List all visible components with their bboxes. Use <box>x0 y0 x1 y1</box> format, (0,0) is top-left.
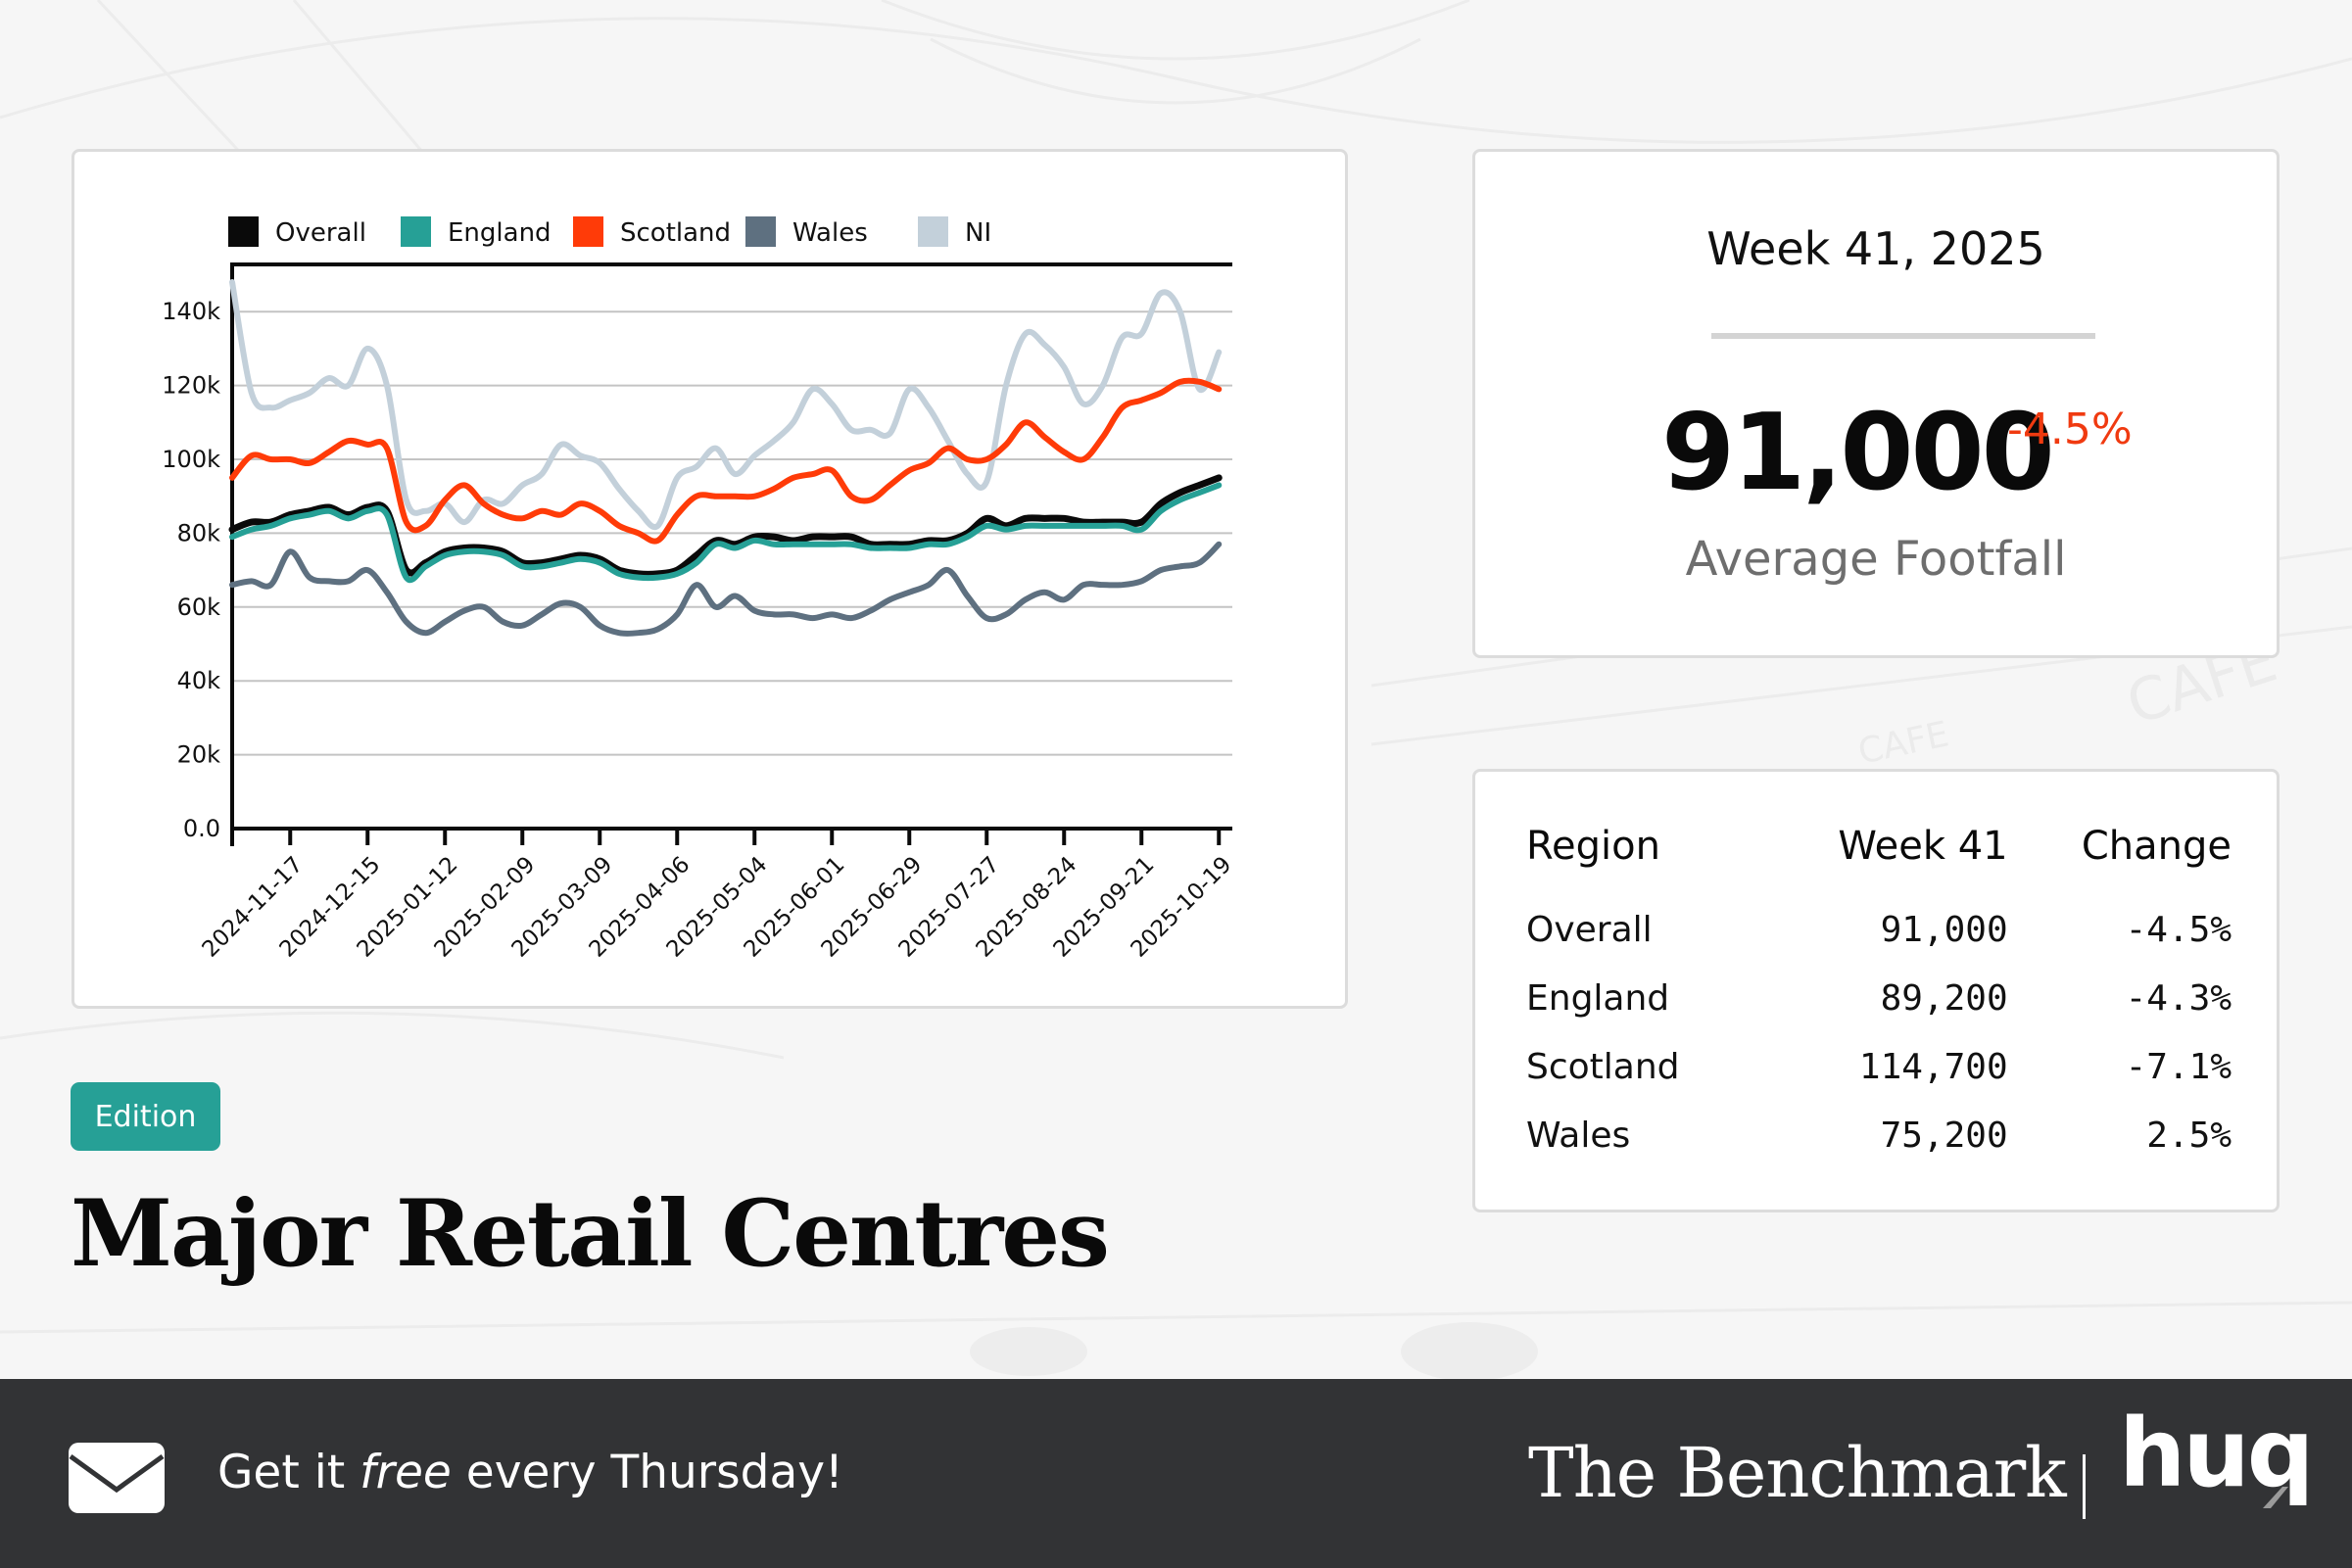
divider <box>1711 333 2095 339</box>
legend-swatch <box>745 216 776 247</box>
cta-prefix: Get it <box>217 1446 360 1499</box>
region-value: 114,700 <box>1858 1046 2008 1087</box>
week-label: Week 41, 2025 <box>1706 222 2045 275</box>
region-change: -4.5% <box>2125 909 2232 950</box>
average-footfall-value: 91,000 <box>1661 392 2055 514</box>
y-tick-label: 0.0 <box>183 815 220 842</box>
legend-item-scotland[interactable]: Scotland <box>573 216 731 248</box>
legend-swatch <box>918 216 948 247</box>
series-line-scotland <box>229 377 1223 545</box>
y-tick-label: 120k <box>162 372 220 400</box>
region-table-card: Region Week 41 Change Overall 91,000 -4.… <box>1472 769 2280 1212</box>
cta-suffix: every Thursday! <box>451 1446 843 1499</box>
legend-item-ni[interactable]: NI <box>918 216 991 248</box>
brand-separator <box>2083 1454 2086 1519</box>
region-name: Wales <box>1526 1115 1631 1156</box>
region-name: Scotland <box>1526 1046 1680 1087</box>
legend-label: Wales <box>792 218 868 248</box>
footer-bar: Get it free every Thursday! The Benchmar… <box>0 1379 2352 1568</box>
legend-item-wales[interactable]: Wales <box>745 216 868 248</box>
legend-swatch <box>401 216 431 247</box>
series-line-england <box>229 482 1223 584</box>
table-row: England 89,200 -4.3% <box>1526 964 2232 1032</box>
table-row: Wales 75,200 2.5% <box>1526 1101 2232 1169</box>
y-tick-label: 100k <box>162 446 220 473</box>
legend-label: Scotland <box>620 218 731 248</box>
table-row: Overall 91,000 -4.5% <box>1526 895 2232 964</box>
y-tick-label: 80k <box>177 519 221 546</box>
table-row: Scotland 114,700 -7.1% <box>1526 1032 2232 1101</box>
average-footfall-label: Average Footfall <box>1685 532 2067 587</box>
region-name: England <box>1526 977 1670 1019</box>
summary-card: Week 41, 2025 91,000 -4.5% Average Footf… <box>1472 149 2280 658</box>
legend-label: NI <box>965 218 991 248</box>
series-line-wales <box>229 541 1223 637</box>
legend-swatch <box>228 216 259 247</box>
edition-badge: Edition <box>71 1082 220 1151</box>
header-region: Region <box>1526 824 1660 869</box>
region-name: Overall <box>1526 909 1653 950</box>
region-value: 91,000 <box>1880 909 2008 950</box>
header-week: Week 41 <box>1838 824 2008 869</box>
legend-item-england[interactable]: England <box>401 216 552 248</box>
y-tick-label: 40k <box>177 667 221 694</box>
page-title: Major Retail Centres <box>71 1180 1110 1288</box>
y-tick-label: 20k <box>177 741 221 769</box>
mail-icon[interactable] <box>69 1443 165 1513</box>
cta-emphasis: free <box>360 1446 452 1499</box>
region-value: 89,200 <box>1880 977 2008 1019</box>
legend-item-overall[interactable]: Overall <box>228 216 366 248</box>
y-tick-label: 140k <box>162 298 220 325</box>
chart-card: 0.0 20k 40k 60k 80k 100k 120k 140k 2024-11-17 202… <box>72 149 1348 1009</box>
region-table: Region Week 41 Change Overall 91,000 -4.… <box>1526 819 2232 1169</box>
footfall-line-chart: 0.020k40k60k80k100k120k140k2024-11-17202… <box>162 216 1236 963</box>
header-change: Change <box>2081 824 2232 869</box>
subscribe-cta[interactable]: Get it free every Thursday! <box>217 1446 843 1499</box>
legend-label: England <box>448 218 552 248</box>
region-change: -7.1% <box>2125 1046 2232 1087</box>
table-header-row: Region Week 41 Change <box>1526 819 2232 895</box>
brand-name: The Benchmark <box>1528 1433 2067 1513</box>
average-footfall-change: -4.5% <box>2007 404 2133 454</box>
legend-label: Overall <box>275 218 366 248</box>
huq-logo-tick-icon <box>2263 1487 2288 1508</box>
region-change: -4.3% <box>2125 977 2232 1019</box>
region-value: 75,200 <box>1880 1115 2008 1156</box>
legend-swatch <box>573 216 603 247</box>
y-tick-label: 60k <box>177 594 221 621</box>
series-line-ni <box>229 279 1223 531</box>
region-change: 2.5% <box>2146 1115 2232 1156</box>
